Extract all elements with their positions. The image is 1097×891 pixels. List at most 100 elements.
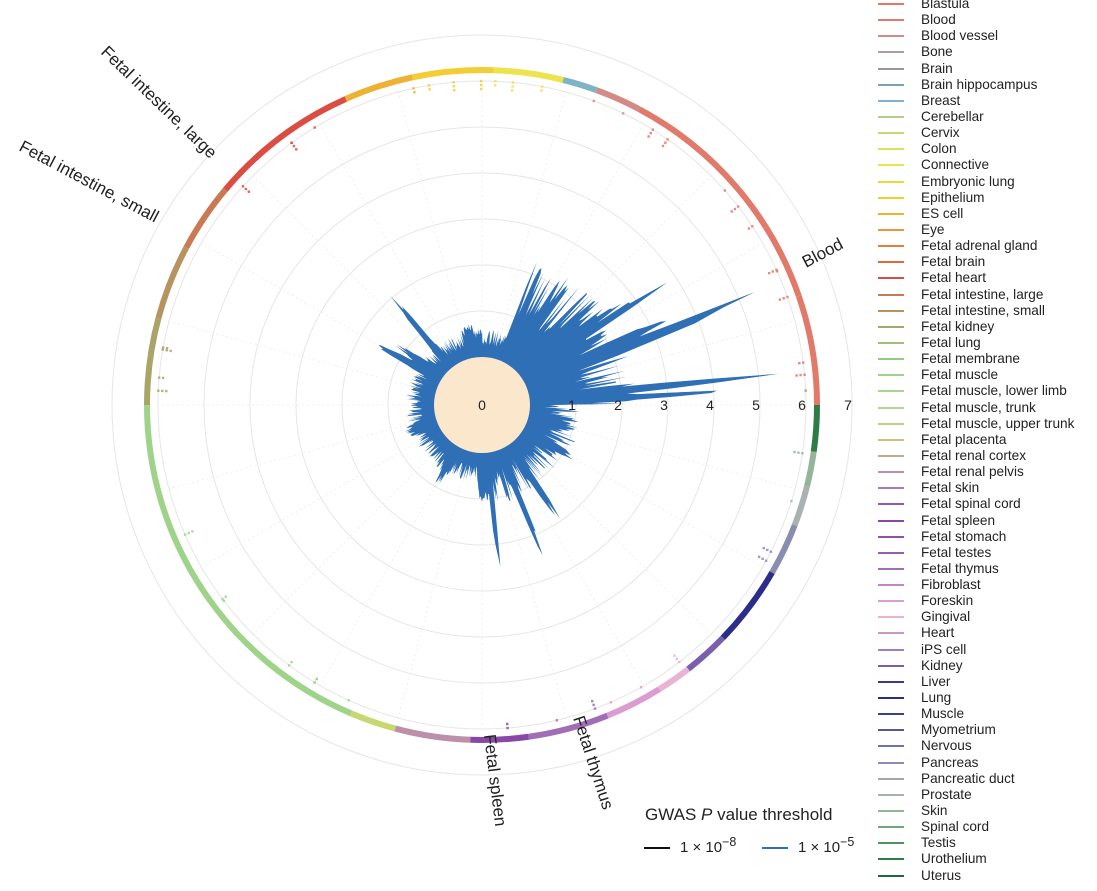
sig-dot: [730, 210, 733, 213]
legend-label: Colon: [921, 141, 957, 157]
legend-item: Myometrium: [876, 722, 1096, 738]
sig-dot: [775, 270, 779, 273]
legend-item: Kidney: [876, 658, 1096, 674]
sig-dot: [723, 189, 727, 192]
ring-sector: [493, 67, 564, 83]
legend-label: Myometrium: [921, 722, 996, 738]
legend-label: Nervous: [921, 738, 972, 754]
sig-dot: [793, 450, 796, 454]
sig-dot: [292, 144, 296, 148]
legend-label: Blastula: [921, 0, 970, 11]
legend-swatch: [878, 390, 904, 393]
legend-label: Heart: [921, 625, 955, 641]
sig-dot: [493, 84, 497, 87]
legend-label: Lung: [921, 690, 952, 706]
tissue-legend: Blastula Blood Blood vessel Bone Brain Brain …: [876, 0, 1096, 884]
sig-dot: [165, 389, 168, 393]
sig-dot: [762, 546, 765, 550]
legend-swatch: [878, 277, 904, 280]
legend-item: Brain hippocampus: [876, 77, 1096, 93]
segment-label: Blood: [799, 234, 846, 271]
legend-label: Fetal spleen: [921, 512, 996, 528]
legend-item: Pancreas: [876, 755, 1096, 771]
legend-label: Connective: [921, 157, 990, 173]
grid-spoke: [515, 438, 713, 636]
legend-swatch: [878, 729, 904, 732]
legend-label: Fetal intestine, large: [921, 286, 1044, 302]
legend-swatch: [878, 777, 904, 780]
sig-dot: [804, 389, 807, 392]
legend-swatch: [878, 325, 904, 328]
ring-sector: [810, 405, 821, 453]
legend-item: Fetal skin: [876, 480, 1096, 496]
sig-dot: [161, 376, 165, 380]
legend-label: Muscle: [921, 706, 965, 722]
legend-swatch: [878, 487, 904, 490]
legend-item: ES cell: [876, 206, 1096, 222]
legend-label: Fetal muscle, lower limb: [921, 383, 1067, 399]
legend-label: Blood: [921, 12, 956, 28]
tick-label-6: 6: [798, 397, 806, 413]
tick-label-0: 0: [478, 397, 486, 413]
sig-dot: [673, 654, 676, 657]
series-1e-5-area: [378, 262, 779, 567]
legend-item: Muscle: [876, 706, 1096, 722]
legend-swatch: [878, 632, 904, 635]
legend-label: iPS cell: [921, 641, 967, 657]
grid-spoke: [494, 90, 567, 359]
legend-swatch: [878, 826, 904, 829]
ring-sector: [528, 712, 609, 740]
sig-dot: [795, 374, 798, 377]
legend-swatch: [878, 196, 904, 199]
legend-item: Blood vessel: [876, 28, 1096, 44]
legend-label: Fetal membrane: [921, 351, 1020, 367]
legend-label: Fibroblast: [921, 577, 981, 593]
legend-label: Fetal heart: [921, 270, 986, 286]
legend-label: Gingival: [921, 609, 971, 625]
sig-dot: [315, 677, 318, 681]
sig-dot: [244, 187, 248, 191]
center-disc: [434, 357, 530, 453]
legend-swatch: [878, 374, 904, 377]
tick-label-2: 2: [614, 397, 622, 413]
sig-dot: [592, 703, 595, 707]
sig-dot: [453, 89, 456, 92]
legend-label: Fetal lung: [921, 334, 981, 350]
sig-dot: [621, 112, 625, 115]
legend-swatch: [878, 309, 904, 312]
tissue-color-ring: [144, 67, 821, 744]
sig-dot: [412, 87, 415, 90]
legend-item: Epithelium: [876, 190, 1096, 206]
legend-item: Fetal spleen: [876, 513, 1096, 529]
legend-item: Fetal thymus: [876, 561, 1096, 577]
ring-sector: [795, 294, 821, 405]
legend-item: Prostate: [876, 787, 1096, 803]
ring-sector: [144, 405, 353, 717]
sig-dot: [771, 270, 775, 273]
sig-dot: [313, 126, 316, 129]
legend-swatch: [878, 115, 904, 118]
legend-label: Skin: [921, 803, 948, 819]
legend-swatch: [878, 745, 904, 748]
legend-label: Spinal cord: [921, 819, 990, 835]
legend-item: Fetal muscle, trunk: [876, 400, 1096, 416]
sig-dot: [790, 499, 793, 503]
sig-dot: [165, 346, 169, 350]
legend-swatch: [878, 567, 904, 570]
sig-dot: [639, 686, 643, 689]
sig-dot: [540, 85, 544, 88]
sig-dot: [191, 530, 194, 533]
tick-label-4: 4: [706, 397, 714, 413]
legend-swatch: [878, 519, 904, 522]
legend-swatch: [878, 793, 904, 796]
segment-label: Fetal intestine, small: [16, 137, 162, 227]
sig-dot: [347, 699, 350, 702]
legend-item: Connective: [876, 157, 1096, 173]
legend-swatch: [878, 713, 904, 716]
sig-dot: [769, 550, 773, 553]
legend-swatch: [878, 680, 904, 683]
legend-item: Fetal renal cortex: [876, 448, 1096, 464]
sig-dot: [479, 83, 483, 87]
legend-swatch: [878, 358, 904, 361]
sig-dot: [775, 268, 778, 272]
